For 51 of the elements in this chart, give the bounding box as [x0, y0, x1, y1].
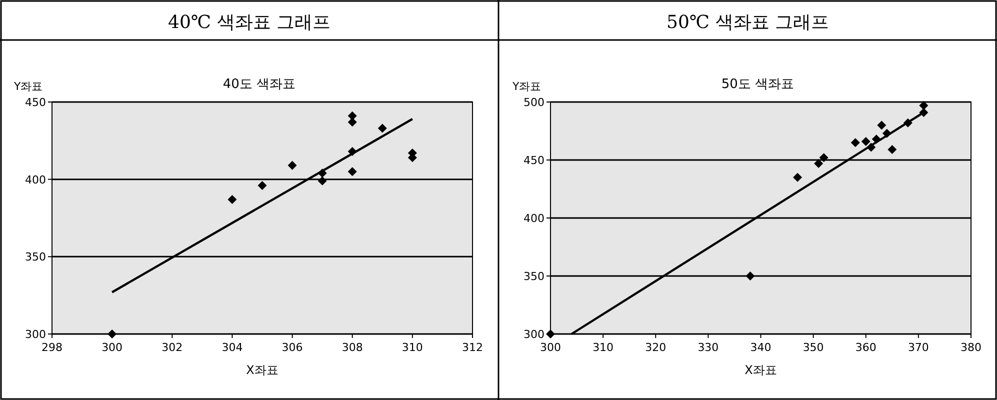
point [546, 330, 555, 338]
x-tick-label: 320 [645, 341, 666, 354]
x-tick-label: 350 [802, 341, 824, 354]
x-tick-label: 300 [102, 341, 123, 354]
chart-subtitle: 40도 색좌표 [222, 77, 296, 92]
y-axis-title: Y좌표 [13, 80, 43, 93]
x-tick-label: 360 [855, 341, 876, 354]
point [378, 124, 387, 133]
y-tick-label: 450 [524, 154, 544, 167]
x-tick-label: 306 [282, 341, 303, 354]
point [318, 176, 327, 186]
chart-subtitle: 50도 색좌표 [721, 77, 794, 92]
point [850, 138, 860, 148]
x-tick-label: 370 [908, 341, 929, 354]
x-tick-label: 308 [342, 341, 363, 354]
point [348, 167, 357, 176]
point [919, 100, 928, 110]
x-tick-label: 298 [42, 341, 62, 354]
point [814, 158, 824, 168]
point [877, 120, 886, 130]
x-tick-label: 302 [162, 341, 183, 354]
point [288, 160, 297, 170]
x-tick-label: 340 [750, 341, 772, 354]
y-tick-label: 300 [524, 328, 544, 341]
y-tick-label: 400 [25, 173, 46, 186]
x-tick-label: 304 [222, 341, 243, 354]
x-tick-label: 300 [540, 341, 561, 354]
y-axis-title: Y좌표 [512, 80, 542, 93]
point [793, 172, 802, 182]
x-axis-title: X좌표 [246, 363, 278, 377]
point [746, 272, 755, 280]
point [228, 194, 237, 204]
y-tick-label: 450 [25, 96, 46, 109]
chart-title: 50℃ 색좌표 그래프 [666, 12, 829, 33]
x-tick-label: 330 [698, 341, 719, 354]
point [108, 330, 117, 338]
y-tick-label: 350 [25, 250, 46, 264]
point [861, 136, 870, 146]
chart-title: 40℃ 색좌표 그래프 [168, 12, 330, 33]
x-tick-label: 310 [402, 341, 423, 354]
y-tick-label: 400 [524, 212, 544, 225]
point [258, 181, 267, 190]
x-tick-label: 380 [960, 341, 982, 354]
x-tick-label: 312 [462, 341, 483, 354]
y-tick-label: 350 [524, 270, 544, 283]
point [888, 145, 897, 154]
y-tick-label: 300 [25, 328, 46, 341]
y-tick-label: 500 [524, 96, 544, 109]
x-tick-label: 310 [592, 341, 614, 354]
x-axis-title: X좌표 [744, 363, 777, 377]
point [819, 153, 828, 162]
